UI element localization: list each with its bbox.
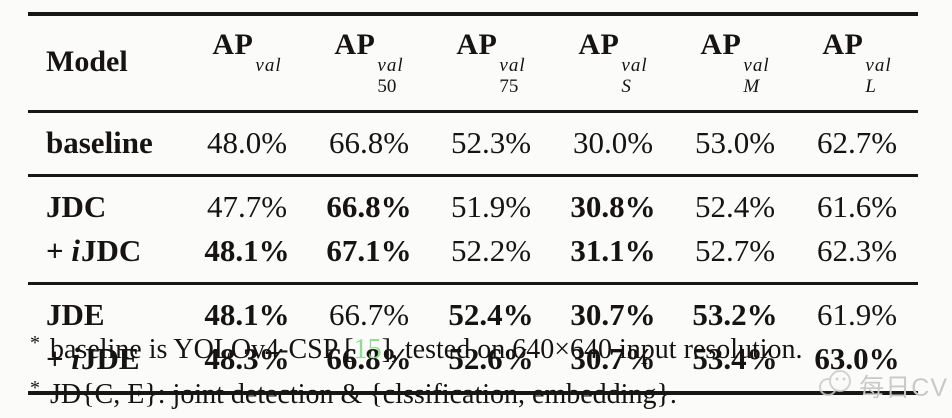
metric-value: 67.1% — [326, 232, 412, 268]
model-name: + iJDE — [46, 341, 140, 377]
metric-value: 30.0% — [572, 124, 654, 160]
metric-value: 61.9% — [816, 297, 898, 333]
table-row: JDE 48.1% 66.7% 52.4% 30.7% 53.2% 61.9% — [28, 284, 918, 337]
col-header-ap-M: AP val M — [700, 28, 770, 97]
model-name: baseline — [46, 124, 153, 160]
col-header-ap-50: AP val 50 — [334, 28, 404, 97]
metric-value: 52.4% — [448, 297, 534, 333]
row-group-2: JDC 47.7% 66.8% 51.9% 30.8% 52.4% 61.6% + iJDC 4… — [28, 175, 918, 284]
metric-value: 61.6% — [816, 189, 898, 225]
footnotes: * baseline is YOLOv4-CSP [15], tested on … — [28, 324, 948, 414]
metric-value: 52.6% — [448, 341, 534, 377]
metric-value: 52.2% — [450, 232, 532, 268]
table-row: + iJDE 48.3% 66.8% 52.6% 30.7% 53.4% 63.0% — [28, 337, 918, 393]
row-group-1: baseline 48.0% 66.8% 52.3% 30.0% 53.0% 62.7% — [28, 111, 918, 176]
metric-value: 53.4% — [692, 341, 778, 377]
metric-value: 62.3% — [816, 232, 898, 268]
metric-value: 48.3% — [204, 341, 290, 377]
metric-value: 31.1% — [570, 232, 656, 268]
metric-value: 66.7% — [328, 297, 410, 333]
metric-value: 53.0% — [694, 124, 776, 160]
table-row: + iJDC 48.1% 67.1% 52.2% 31.1% 52.7% 62.3% — [28, 229, 918, 284]
footnote-2: * JD{C, E}: joint detection & {clssificat… — [28, 369, 948, 414]
table-header: Model AP val AP val 50 AP val 75 AP val S AP val M AP va… — [28, 14, 918, 111]
col-header-model: Model — [46, 44, 128, 78]
watermark-logo-icon — [817, 367, 855, 404]
footnote-text: JD{C, E}: joint detection & {clssificati… — [50, 379, 677, 410]
col-header-ap-L: AP val L — [822, 28, 892, 97]
metric-value: 66.8% — [326, 341, 412, 377]
model-name: + iJDC — [46, 232, 142, 268]
metric-value: 51.9% — [450, 189, 532, 225]
metric-value: 62.7% — [816, 124, 898, 160]
table-row: JDC 47.7% 66.8% 51.9% 30.8% 52.4% 61.6% — [28, 176, 918, 229]
footnote-marker: * — [30, 377, 40, 399]
footnote-1: * baseline is YOLOv4-CSP [15], tested on … — [28, 324, 948, 369]
metric-value: 47.7% — [206, 189, 288, 225]
footnote-text: baseline is YOLOv4-CSP [15], tested on 6… — [50, 334, 803, 365]
results-table: Model AP val AP val 50 AP val 75 AP val S AP val M AP va… — [28, 12, 918, 395]
metric-value: 63.0% — [814, 341, 900, 377]
col-header-ap-overall: AP val — [212, 28, 282, 76]
metric-value: 30.7% — [570, 341, 656, 377]
metric-value: 30.7% — [570, 297, 656, 333]
citation-ref: 15 — [353, 334, 382, 365]
watermark-text: 每日CV — [859, 373, 948, 402]
metric-value: 52.4% — [694, 189, 776, 225]
metric-value: 48.1% — [204, 232, 290, 268]
watermark: 每日CV — [817, 367, 948, 404]
metric-value: 48.1% — [204, 297, 290, 333]
model-name: JDC — [46, 189, 107, 225]
metric-value: 52.3% — [450, 124, 532, 160]
metric-value: 48.0% — [206, 124, 288, 160]
model-name: JDE — [46, 297, 105, 333]
table-row: baseline 48.0% 66.8% 52.3% 30.0% 53.0% 62.7% — [28, 111, 918, 176]
metric-value: 66.8% — [328, 124, 410, 160]
metric-value: 66.8% — [326, 189, 412, 225]
col-header-ap-S: AP val S — [578, 28, 648, 97]
col-header-ap-75: AP val 75 — [456, 28, 526, 97]
header-row: Model AP val AP val 50 AP val 75 AP val S AP val M AP va… — [28, 14, 918, 111]
metric-value: 53.2% — [692, 297, 778, 333]
row-group-3: JDE 48.1% 66.7% 52.4% 30.7% 53.2% 61.9% + iJDE 4… — [28, 283, 918, 393]
metric-value: 52.7% — [694, 232, 776, 268]
metric-value: 30.8% — [570, 189, 656, 225]
footnote-marker: * — [30, 332, 40, 354]
